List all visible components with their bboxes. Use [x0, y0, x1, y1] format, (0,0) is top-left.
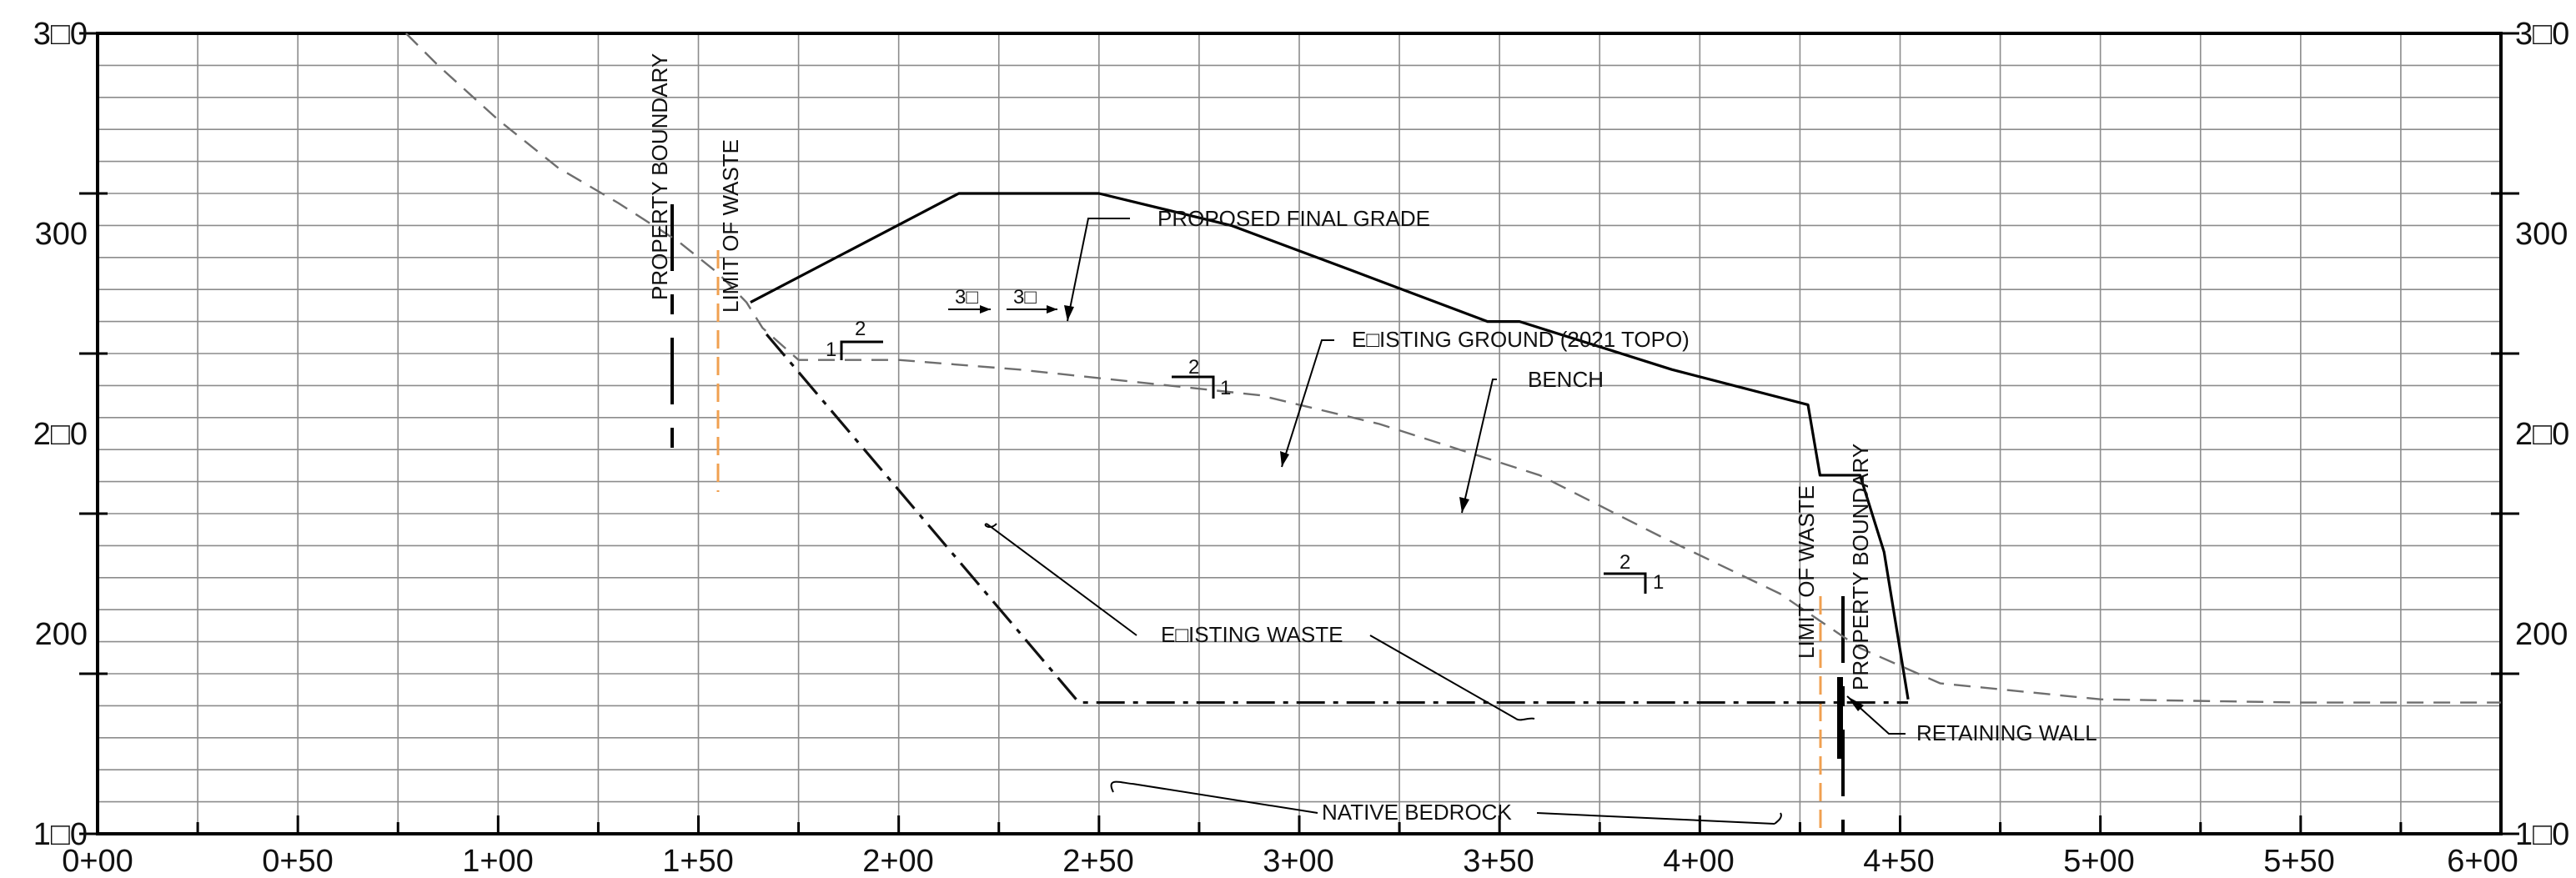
existing-waste-label: E□ISTING WASTE	[1161, 622, 1343, 647]
y-tick-label-left: 2□0	[33, 417, 88, 452]
x-tick-label: 5+00	[2063, 844, 2135, 878]
x-tick-label: 3+50	[1463, 844, 1534, 878]
crest-left-label: 3□	[955, 286, 978, 309]
leader-lines	[984, 218, 1906, 825]
x-tick-label: 1+50	[662, 844, 734, 878]
slope-rise-label: 1	[826, 339, 836, 361]
y-tick-label-right: 1□0	[2515, 817, 2569, 852]
slope-rise-label: 1	[1220, 377, 1231, 399]
axis-ticks	[79, 32, 2519, 835]
x-tick-label: 2+00	[862, 844, 934, 878]
bench-label: BENCH	[1528, 367, 1604, 392]
proposed-final-grade-label: PROPOSED FINAL GRADE	[1157, 206, 1430, 231]
x-tick-label: 3+00	[1263, 844, 1334, 878]
profile-lines	[405, 33, 2501, 705]
property-boundary-label-right: PROPERTY BOUNDARY	[1848, 444, 1873, 690]
x-tick-label: 2+50	[1062, 844, 1134, 878]
limit-of-waste-label-left: LIMIT OF WASTE	[718, 139, 743, 313]
slope-run-label: 2	[1619, 551, 1630, 574]
x-tick-label: 4+50	[1863, 844, 1935, 878]
y-tick-label-right: 200	[2515, 617, 2568, 652]
limit-of-waste-label-right: LIMIT OF WASTE	[1794, 485, 1819, 659]
grid-lines	[98, 33, 2501, 834]
y-tick-label-right: 3□0	[2515, 17, 2569, 52]
retaining-wall	[1837, 677, 1843, 759]
series-line-0	[750, 192, 1910, 700]
x-tick-label: 6+00	[2447, 844, 2518, 878]
slope-rise-label: 1	[1653, 571, 1664, 594]
x-tick-label: 0+50	[262, 844, 334, 878]
slope-run-label: 2	[1188, 356, 1199, 379]
y-tick-label-left: 3□0	[33, 17, 88, 52]
series-line-2	[765, 333, 1909, 705]
x-tick-label: 1+00	[462, 844, 534, 878]
x-tick-label: 0+00	[62, 844, 133, 878]
y-tick-label-right: 300	[2515, 217, 2568, 252]
y-tick-label-left: 200	[35, 617, 88, 652]
y-tick-label-right: 2□0	[2515, 417, 2569, 452]
slope-indicator-left: 1 2	[826, 318, 883, 361]
slope-indicator-right: 2 1	[1604, 551, 1664, 594]
existing-ground-label: E□ISTING GROUND (2021 TOPO)	[1352, 327, 1690, 352]
y-tick-label-left: 1□0	[33, 817, 88, 852]
slope-run-label: 2	[855, 318, 866, 340]
x-tick-label: 4+00	[1663, 844, 1735, 878]
slope-indicator-mid: 2 1	[1172, 356, 1231, 399]
series-line-1	[405, 33, 2501, 704]
crest-right-label: 3□	[1013, 286, 1037, 309]
native-bedrock-label: NATIVE BEDROCK	[1322, 800, 1512, 825]
retaining-wall-label: RETAINING WALL	[1916, 720, 2097, 745]
x-tick-label: 5+50	[2263, 844, 2335, 878]
y-tick-label-left: 300	[35, 217, 88, 252]
leader-arrowheads	[1064, 305, 1864, 711]
property-boundary-label-left: PROPERTY BOUNDARY	[647, 53, 672, 300]
crest-slope-arrows: 3□ 3□	[948, 286, 1057, 314]
